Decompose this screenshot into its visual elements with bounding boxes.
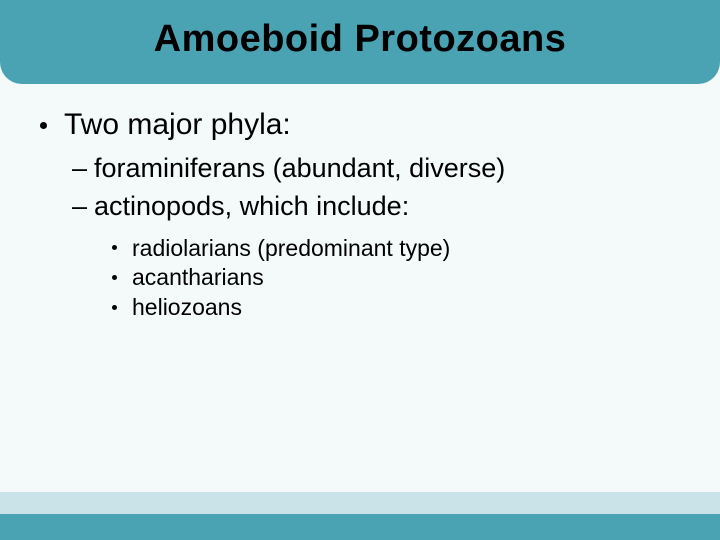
dash-bullet-icon: –	[72, 152, 87, 186]
level3-group: radiolarians (predominant type) acanthar…	[36, 234, 676, 324]
dot-bullet-icon	[112, 305, 117, 310]
bullet-level2: – foraminiferans (abundant, diverse)	[36, 152, 676, 186]
lvl2-text: foraminiferans (abundant, diverse)	[94, 153, 505, 183]
lvl3-text: radiolarians (predominant type)	[132, 235, 450, 261]
content-area: Two major phyla: – foraminiferans (abund…	[36, 108, 676, 323]
bullet-level3: heliozoans	[36, 293, 676, 323]
bullet-level3: radiolarians (predominant type)	[36, 234, 676, 264]
lvl2-text: actinopods, which include:	[94, 191, 409, 221]
bullet-level2: – actinopods, which include:	[36, 190, 676, 224]
slide: Amoeboid Protozoans Two major phyla: – f…	[0, 0, 720, 540]
dot-bullet-icon	[112, 275, 117, 280]
footer-band-light	[0, 492, 720, 514]
lvl1-text: Two major phyla:	[64, 108, 291, 141]
lvl3-text: heliozoans	[132, 294, 242, 320]
lvl3-text: acantharians	[132, 264, 264, 290]
dot-bullet-icon	[112, 245, 117, 250]
dash-bullet-icon: –	[72, 190, 87, 224]
footer-band-dark	[0, 514, 720, 540]
bullet-level1: Two major phyla:	[36, 108, 676, 142]
slide-title: Amoeboid Protozoans	[0, 18, 720, 61]
disc-bullet-icon	[40, 122, 47, 129]
bullet-level3: acantharians	[36, 263, 676, 293]
